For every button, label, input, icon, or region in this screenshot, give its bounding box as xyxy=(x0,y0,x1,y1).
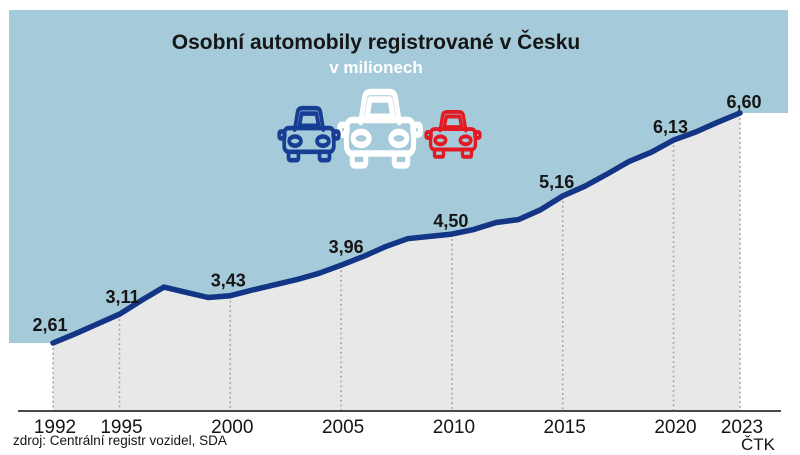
value-label-1992: 2,61 xyxy=(32,315,67,335)
year-label-2005: 2005 xyxy=(322,417,364,438)
x-axis-tick-labels: 1992 1995 2000 2005 2010 2015 2020 2023 xyxy=(34,417,763,438)
agency-credit: ČTK xyxy=(741,435,775,454)
value-label-2015: 5,16 xyxy=(539,172,574,192)
chart-title: Osobní automobily registrované v Česku xyxy=(171,31,581,54)
trend-line xyxy=(50,110,743,346)
source-attribution: zdroj: Centrální registr vozidel, SDA xyxy=(13,433,227,448)
chart-subtitle: v milionech xyxy=(329,58,423,77)
year-label-2015: 2015 xyxy=(544,417,586,438)
dotted-gridlines xyxy=(52,118,741,411)
year-label-1995: 1995 xyxy=(100,417,142,438)
blue-panel-background xyxy=(9,10,788,343)
gray-area-under-curve xyxy=(53,113,740,411)
year-label-1992: 1992 xyxy=(34,417,76,438)
year-label-2023: 2023 xyxy=(721,417,763,438)
value-label-2005: 3,96 xyxy=(329,237,364,257)
year-label-2000: 2000 xyxy=(211,417,253,438)
data-point-labels: 2,61 3,11 3,43 3,96 4,50 5,16 6,13 6,60 xyxy=(32,92,761,335)
value-label-2000: 3,43 xyxy=(211,271,246,291)
value-label-1995: 3,11 xyxy=(105,287,139,307)
year-label-2020: 2020 xyxy=(654,417,696,438)
value-label-2023: 6,60 xyxy=(726,92,761,112)
value-label-2010: 4,50 xyxy=(433,211,468,231)
value-label-2020: 6,13 xyxy=(653,117,688,137)
year-label-2010: 2010 xyxy=(433,417,475,438)
